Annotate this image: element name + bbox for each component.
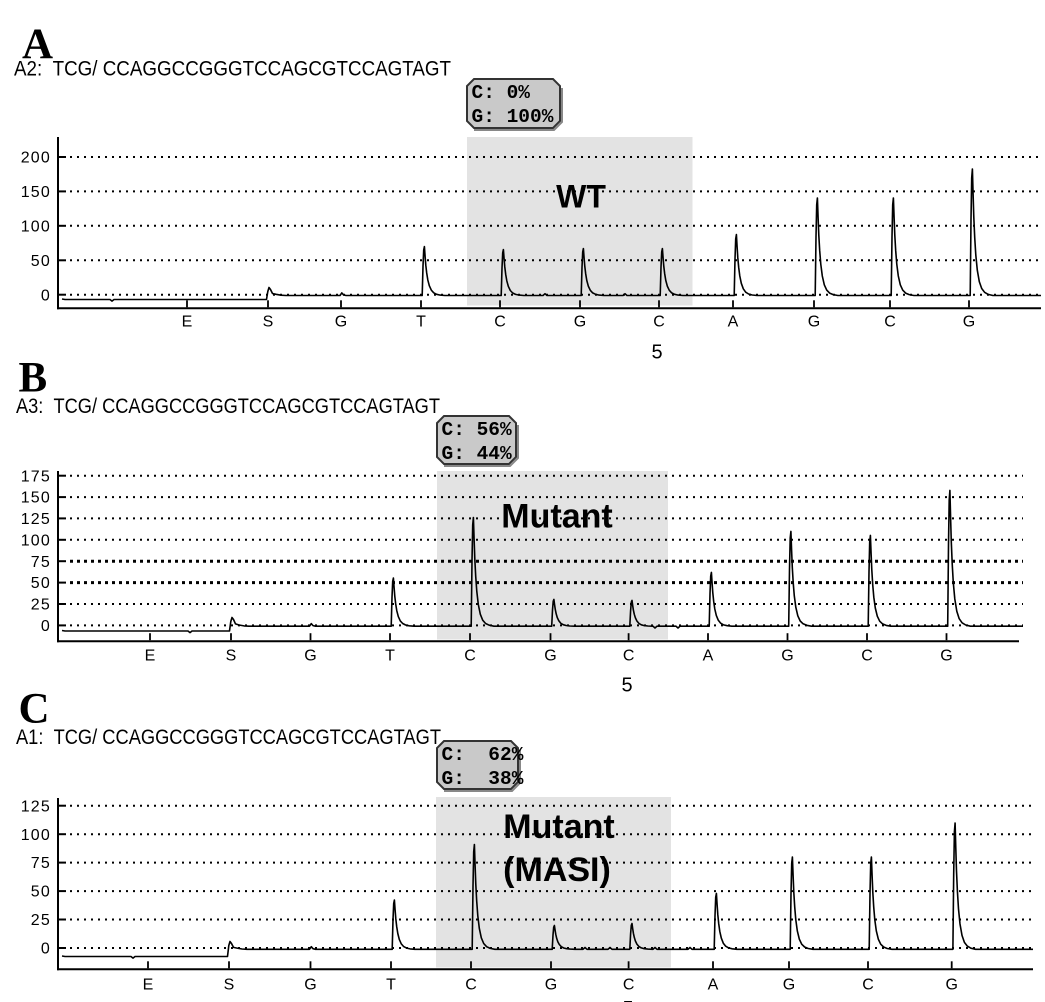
svg-text:175: 175: [21, 468, 51, 485]
svg-text:A3: TCG/ CCAGGCCGGGTCCAGCGTCC: A3: TCG/ CCAGGCCGGGTCCAGCGTCCAGTAGT: [16, 395, 440, 418]
svg-text:C: C: [862, 976, 874, 993]
svg-text:100: 100: [21, 532, 51, 549]
svg-text:C: C: [884, 314, 896, 331]
svg-text:75: 75: [31, 855, 51, 872]
svg-text:G: G: [940, 648, 952, 665]
svg-text:B: B: [19, 355, 48, 402]
svg-text:E: E: [143, 976, 154, 993]
svg-text:C: 62%: C: 62%: [442, 744, 524, 766]
svg-text:A: A: [703, 648, 714, 665]
svg-text:150: 150: [21, 184, 51, 201]
svg-text:A: A: [728, 314, 739, 331]
svg-text:G: G: [335, 314, 347, 331]
svg-text:G: G: [304, 976, 316, 993]
svg-text:Mutant: Mutant: [501, 498, 612, 536]
svg-text:0: 0: [41, 618, 51, 635]
svg-text:C: C: [19, 686, 50, 733]
svg-text:C: C: [623, 976, 635, 993]
svg-text:T: T: [385, 648, 395, 665]
svg-text:G: G: [783, 976, 795, 993]
svg-text:0: 0: [41, 941, 51, 958]
svg-text:C: C: [494, 314, 506, 331]
svg-text:E: E: [182, 314, 193, 331]
svg-text:100: 100: [21, 827, 51, 844]
svg-text:5: 5: [622, 998, 633, 1002]
svg-text:C: 56%: C: 56%: [442, 419, 513, 441]
svg-text:A: A: [708, 976, 719, 993]
svg-text:S: S: [263, 314, 274, 331]
svg-text:A1: TCG/ CCAGGCCGGGTCCAGCGTCC: A1: TCG/ CCAGGCCGGGTCCAGCGTCCAGTAGT: [16, 726, 441, 749]
svg-text:125: 125: [21, 511, 51, 528]
svg-text:0: 0: [41, 287, 51, 304]
svg-text:G: G: [945, 976, 957, 993]
svg-text:E: E: [145, 648, 156, 665]
svg-text:G: G: [963, 314, 975, 331]
svg-text:C: C: [464, 648, 476, 665]
svg-text:S: S: [224, 976, 235, 993]
svg-text:75: 75: [31, 554, 51, 571]
svg-text:A2: TCG/ CCAGGCCGGGTCCAGCGTCC: A2: TCG/ CCAGGCCGGGTCCAGCGTCCAGTAGT: [14, 58, 451, 81]
svg-text:(MASI): (MASI): [503, 851, 611, 889]
svg-text:150: 150: [21, 490, 51, 507]
svg-text:C: C: [465, 976, 477, 993]
svg-text:Mutant: Mutant: [503, 808, 614, 846]
svg-text:200: 200: [21, 150, 51, 167]
svg-text:G: 44%: G: 44%: [442, 443, 513, 465]
svg-text:G: G: [304, 648, 316, 665]
svg-text:5: 5: [651, 341, 662, 363]
svg-text:50: 50: [31, 884, 51, 901]
svg-text:C: C: [623, 648, 635, 665]
svg-text:A: A: [22, 21, 53, 68]
svg-text:G: G: [781, 648, 793, 665]
svg-text:G: G: [544, 648, 556, 665]
svg-text:T: T: [386, 976, 396, 993]
svg-text:G: 100%: G: 100%: [472, 106, 554, 128]
svg-text:G: 38%: G: 38%: [442, 768, 524, 790]
svg-text:G: G: [545, 976, 557, 993]
svg-text:125: 125: [21, 798, 51, 815]
svg-text:50: 50: [31, 575, 51, 592]
svg-text:G: G: [574, 314, 586, 331]
svg-text:5: 5: [621, 674, 632, 696]
svg-text:WT: WT: [556, 179, 606, 215]
svg-text:T: T: [416, 314, 426, 331]
svg-text:25: 25: [31, 597, 51, 614]
svg-text:50: 50: [31, 253, 51, 270]
svg-text:S: S: [226, 648, 237, 665]
svg-text:100: 100: [21, 218, 51, 235]
svg-text:G: G: [808, 314, 820, 331]
svg-text:C: 0%: C: 0%: [472, 82, 531, 104]
svg-text:C: C: [653, 314, 665, 331]
svg-text:25: 25: [31, 912, 51, 929]
svg-text:C: C: [861, 648, 873, 665]
